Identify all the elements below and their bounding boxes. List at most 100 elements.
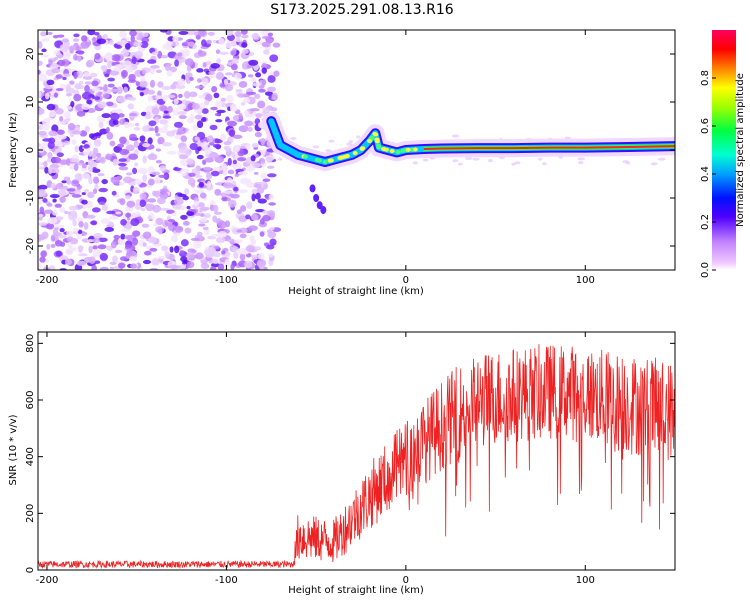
noise-blob [192,125,199,131]
noise-blob [212,215,218,223]
noise-blob [65,247,74,256]
noise-blob [40,250,47,258]
noise-blob [118,113,125,118]
noise-blob [101,203,109,211]
noise-blob [73,54,78,61]
noise-blob [119,256,129,261]
noise-blob [147,166,155,175]
noise-blob [267,252,274,258]
noise-blob [79,160,85,164]
noise-blob [191,168,198,174]
noise-blob [61,38,70,43]
noise-blob [115,211,122,215]
noise-blob [71,194,82,198]
snr-xlabel: Height of straight line (km) [288,585,424,596]
noise-blob [147,153,158,161]
noise-blob [232,134,243,139]
noise-blob [247,225,258,232]
noise-blob [77,185,83,190]
noise-blob [177,126,187,135]
noise-blob [59,116,64,122]
noise-blob [200,262,210,269]
noise-blob [346,142,353,146]
noise-blob [92,166,97,171]
noise-blob [109,261,117,266]
noise-blob [73,33,80,38]
noise-blob [77,217,84,223]
noise-blob [245,182,256,188]
noise-blob [171,129,178,133]
signal-blob [383,147,389,152]
noise-blob [58,135,67,140]
noise-blob [112,119,119,126]
noise-blob [73,71,78,80]
noise-blob [156,69,163,73]
noise-blob [99,252,108,261]
noise-blob [457,162,463,166]
noise-blob [228,129,236,137]
noise-blob [186,65,192,72]
noise-blob [83,143,90,149]
noise-blob [250,108,260,112]
noise-blob [46,103,56,111]
noise-blob [98,120,104,129]
noise-blob [162,142,172,147]
figure-title: S173.2025.291.08.13.R16 [270,2,453,18]
snr-frame [37,331,676,571]
noise-blob [119,148,130,156]
noise-blob [53,232,62,237]
signal-blob [302,154,308,159]
noise-blob [268,202,276,206]
noise-blob [107,77,115,82]
noise-blob [187,41,195,47]
noise-blob [142,125,151,132]
noise-blob [215,119,223,123]
noise-blob [227,157,232,166]
noise-blob [49,164,60,169]
noise-blob [239,189,248,194]
noise-blob [110,240,117,249]
noise-blob [260,160,266,164]
noise-blob [38,41,43,49]
noise-blob [106,210,116,215]
noise-blob [113,234,121,240]
noise-blob [51,124,59,133]
noise-blob [96,38,107,45]
noise-blob [162,94,168,102]
noise-blob [50,63,58,68]
noise-blob [197,50,207,57]
noise-blob [221,250,226,255]
noise-blob [118,158,127,162]
noise-blob [167,105,173,114]
noise-blob [134,178,143,185]
noise-blob [94,96,101,101]
noise-blob [261,78,267,86]
noise-blob [278,157,283,161]
noise-blob [147,89,155,95]
noise-blob [251,188,258,195]
noise-blob [163,110,169,114]
noise-blob [110,176,120,184]
noise-blob [111,54,121,62]
noise-blob [412,161,419,165]
noise-blob [93,232,103,240]
noise-blob [210,63,220,69]
noise-blob [46,158,53,163]
noise-blob [38,200,44,205]
noise-blob [39,256,46,263]
noise-blob [118,181,125,186]
noise-blob [82,91,92,100]
noise-blob [247,74,254,78]
noise-blob [56,129,65,135]
colorbar-gradient [712,30,736,270]
noise-blob [81,203,88,209]
noise-blob [46,31,53,36]
colorbar-tick-label: 0.8 [700,70,711,86]
noise-blob [48,265,56,270]
noise-blob [97,237,108,243]
y-tick-label: 10 [25,96,36,109]
noise-blob [161,86,172,91]
noise-blob [250,78,256,83]
noise-blob [200,77,205,82]
noise-blob [208,142,215,146]
